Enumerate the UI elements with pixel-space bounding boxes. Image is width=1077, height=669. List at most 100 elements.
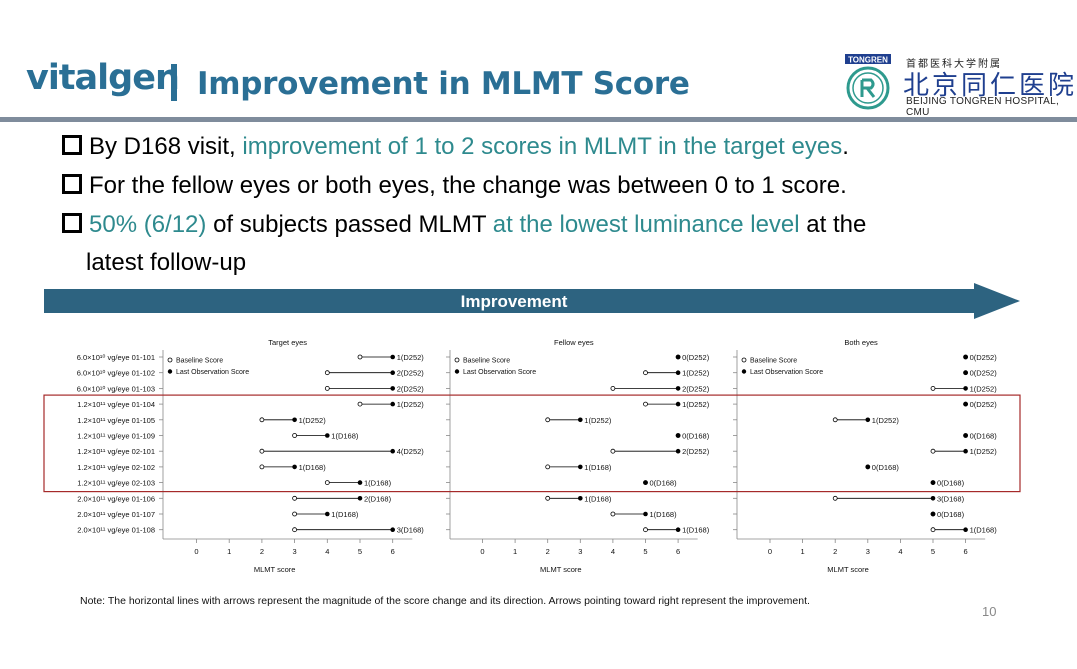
last-point: [390, 401, 396, 407]
data-label: 1(D252): [397, 353, 425, 362]
data-label: 1(D252): [682, 369, 710, 378]
hospital-name-cn: 北京同仁医院: [903, 71, 1077, 101]
last-point: [643, 511, 648, 517]
tongren-hospital-logo-icon: TONGREN: [845, 54, 891, 110]
x-tick-label: 3: [578, 547, 582, 556]
data-label: 3(D168): [397, 526, 425, 535]
x-tick-label: 1: [227, 547, 231, 556]
baseline-point: [292, 511, 298, 517]
baseline-point: [324, 480, 330, 486]
data-label: 2(D252): [682, 384, 710, 393]
last-point: [963, 448, 968, 454]
data-label: 1(D252): [584, 416, 612, 425]
bullet-box-icon: [62, 135, 82, 155]
bullet-2-text: For the fellow eyes or both eyes, the ch…: [89, 172, 847, 199]
data-label: 0(D252): [682, 353, 710, 362]
last-point: [578, 464, 583, 470]
legend-baseline-label: Baseline Score: [463, 358, 510, 365]
last-point: [643, 480, 648, 485]
subject-label: 1.2×10¹¹ vg/eye 01-109: [77, 432, 155, 441]
x-tick-label: 2: [260, 547, 264, 556]
x-tick-label: 4: [325, 547, 329, 556]
x-tick-label: 5: [643, 547, 647, 556]
x-axis-label: MLMT score: [540, 565, 582, 574]
data-label: 0(D168): [970, 432, 998, 441]
subject-label: 6.0×10¹⁰ vg/eye 01-102: [77, 369, 155, 378]
last-point: [292, 417, 297, 423]
subject-label: 2.0×10¹¹ vg/eye 01-107: [77, 510, 155, 519]
subject-label: 6.0×10¹⁰ vg/eye 01-103: [77, 384, 155, 393]
last-point: [865, 417, 871, 423]
baseline-point: [259, 464, 265, 470]
page-title: Improvement in MLMT Score: [197, 66, 690, 102]
last-point: [930, 480, 936, 485]
x-tick-label: 0: [768, 547, 772, 556]
bullet-1-end: .: [842, 133, 849, 160]
baseline-point: [545, 417, 551, 423]
baseline-point: [292, 527, 298, 533]
footnote: Note: The horizontal lines with arrows r…: [80, 595, 810, 607]
hospital-subtitle: 首都医科大学附属: [906, 59, 1002, 70]
baseline-point: [324, 370, 330, 376]
x-tick-label: 0: [194, 547, 198, 556]
x-tick-label: 4: [898, 547, 902, 556]
baseline-point: [324, 385, 330, 391]
last-point: [578, 496, 583, 501]
last-point: [357, 480, 363, 485]
bullet-3-highlight-1: 50% (6/12): [89, 211, 207, 238]
legend-baseline-marker: [741, 357, 747, 363]
last-point: [325, 433, 330, 438]
panel-title: Both eyes: [844, 338, 878, 347]
data-label: 1(D168): [331, 432, 359, 441]
data-label: 1(D252): [970, 447, 998, 456]
bullet-box-icon: [62, 213, 82, 233]
last-point: [675, 386, 681, 391]
baseline-point: [545, 464, 551, 470]
baseline-point: [930, 527, 936, 533]
baseline-point: [832, 495, 838, 501]
data-label: 0(D168): [682, 432, 710, 441]
baseline-point: [643, 370, 648, 376]
last-point: [675, 527, 681, 532]
subject-label: 6.0×10¹⁰ vg/eye 01-101: [77, 353, 155, 362]
data-label: 0(D168): [650, 479, 678, 488]
legend-last-label: Last Observation Score: [176, 369, 249, 376]
data-label: 1(D252): [397, 400, 425, 409]
data-label: 1(D168): [364, 479, 392, 488]
baseline-point: [357, 401, 363, 407]
x-tick-label: 5: [358, 547, 362, 556]
legend-baseline-label: Baseline Score: [750, 358, 797, 365]
legend-last-label: Last Observation Score: [750, 369, 823, 376]
baseline-point: [292, 495, 298, 501]
x-axis-label: MLMT score: [827, 565, 869, 574]
hospital-name-en: BEIJING TONGREN HOSPITAL, CMU: [906, 96, 1060, 118]
data-label: 1(D168): [331, 510, 359, 519]
subject-label: 1.2×10¹¹ vg/eye 01-105: [77, 416, 155, 425]
x-tick-label: 1: [513, 547, 517, 556]
header-divider: [0, 117, 1077, 122]
last-point: [390, 370, 396, 376]
legend-last-label: Last Observation Score: [463, 369, 536, 376]
subject-label: 1.2×10¹¹ vg/eye 01-104: [77, 400, 155, 409]
last-point: [963, 370, 968, 376]
baseline-point: [610, 511, 616, 517]
bullet-1: By D168 visit, improvement of 1 to 2 sco…: [62, 132, 849, 162]
last-point: [963, 386, 968, 391]
data-label: 4(D252): [397, 447, 425, 456]
last-point: [675, 448, 681, 454]
last-point: [963, 527, 968, 532]
x-tick-label: 6: [964, 547, 968, 556]
baseline-point: [832, 417, 838, 423]
subject-label: 1.2×10¹¹ vg/eye 02-101: [77, 447, 155, 456]
last-point: [357, 496, 363, 501]
legend-baseline-label: Baseline Score: [176, 358, 223, 365]
baseline-point: [357, 354, 363, 360]
bullet-3-highlight-2: at the lowest luminance level: [492, 211, 800, 238]
data-label: 2(D252): [682, 447, 710, 456]
last-point: [675, 370, 681, 376]
last-point: [390, 354, 396, 360]
last-point: [963, 401, 968, 407]
data-label: 1(D168): [970, 526, 998, 535]
baseline-point: [610, 385, 616, 391]
